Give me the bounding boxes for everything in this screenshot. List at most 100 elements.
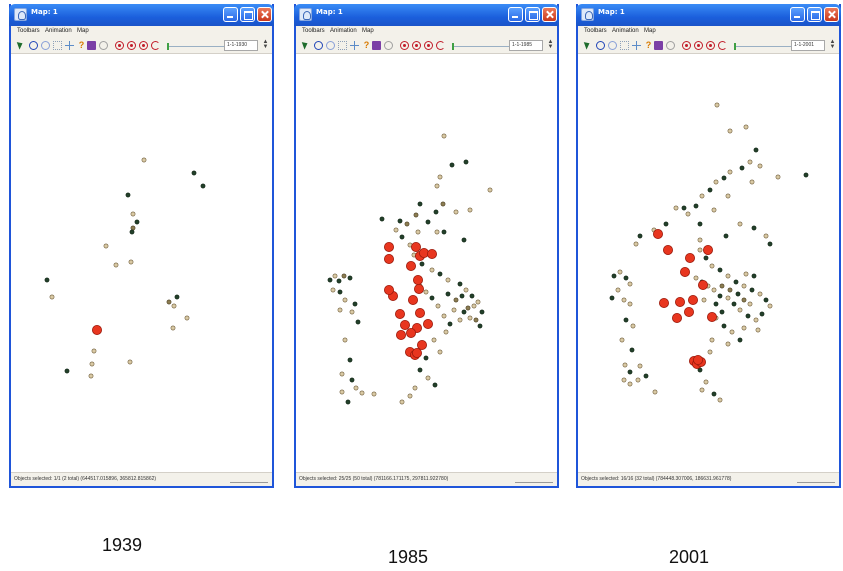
map-point[interactable] <box>343 298 347 302</box>
play-back-icon[interactable] <box>682 41 691 50</box>
map-point[interactable] <box>441 202 445 206</box>
map-point[interactable] <box>468 208 472 212</box>
map-point[interactable] <box>50 295 54 299</box>
map-point[interactable] <box>610 296 614 300</box>
help-icon[interactable]: ? <box>77 41 86 50</box>
map-point[interactable] <box>468 316 472 320</box>
selected-map-point[interactable] <box>395 309 404 318</box>
map-point[interactable] <box>142 158 146 162</box>
map-point[interactable] <box>167 300 171 304</box>
selected-map-point[interactable] <box>406 328 415 337</box>
map-point[interactable] <box>433 383 437 387</box>
date-spinner[interactable]: ▲ ▼ <box>546 40 555 51</box>
selected-map-point[interactable] <box>685 253 694 262</box>
zoom-out-icon[interactable] <box>608 41 617 50</box>
map-point[interactable] <box>464 160 468 164</box>
map-point[interactable] <box>726 296 730 300</box>
map-point[interactable] <box>664 222 668 226</box>
map-point[interactable] <box>360 391 364 395</box>
refresh-icon[interactable] <box>666 41 675 50</box>
map-point[interactable] <box>754 148 758 152</box>
map-point[interactable] <box>674 206 678 210</box>
map-point[interactable] <box>620 338 624 342</box>
map-point[interactable] <box>114 263 118 267</box>
map-point[interactable] <box>712 392 716 396</box>
map-point[interactable] <box>354 386 358 390</box>
selected-map-point[interactable] <box>423 319 432 328</box>
selected-map-point[interactable] <box>396 330 405 339</box>
map-point[interactable] <box>618 270 622 274</box>
map-point[interactable] <box>338 308 342 312</box>
map-point[interactable] <box>722 324 726 328</box>
map-point[interactable] <box>442 314 446 318</box>
map-point[interactable] <box>734 280 738 284</box>
zoom-box-icon[interactable] <box>338 41 347 50</box>
close-button[interactable] <box>824 7 839 22</box>
menu-toolbars[interactable]: Toolbars <box>584 28 607 34</box>
map-point[interactable] <box>452 308 456 312</box>
map-point[interactable] <box>708 350 712 354</box>
map-point[interactable] <box>760 312 764 316</box>
selected-map-point[interactable] <box>698 280 707 289</box>
map-point[interactable] <box>126 193 130 197</box>
map-point[interactable] <box>400 400 404 404</box>
map-point[interactable] <box>631 324 635 328</box>
map-point[interactable] <box>348 358 352 362</box>
layers-icon[interactable] <box>372 41 381 50</box>
map-point[interactable] <box>623 363 627 367</box>
date-spinner[interactable]: ▲ ▼ <box>261 40 270 51</box>
menu-toolbars[interactable]: Toolbars <box>302 28 325 34</box>
map-point[interactable] <box>416 230 420 234</box>
selected-map-point[interactable] <box>703 245 712 254</box>
map-point[interactable] <box>624 318 628 322</box>
map-point[interactable] <box>438 175 442 179</box>
stop-icon[interactable] <box>127 41 136 50</box>
map-point[interactable] <box>472 304 476 308</box>
map-point[interactable] <box>426 376 430 380</box>
map-point[interactable] <box>458 318 462 322</box>
map-point[interactable] <box>612 274 616 278</box>
map-point[interactable] <box>742 298 746 302</box>
title-bar[interactable]: Map: 1 <box>294 4 559 26</box>
menu-map[interactable]: Map <box>362 28 374 34</box>
map-point[interactable] <box>454 298 458 302</box>
map-point[interactable] <box>742 284 746 288</box>
map-point[interactable] <box>424 356 428 360</box>
stop-icon[interactable] <box>412 41 421 50</box>
map-point[interactable] <box>715 103 719 107</box>
map-point[interactable] <box>736 292 740 296</box>
map-point[interactable] <box>478 324 482 328</box>
map-point[interactable] <box>748 160 752 164</box>
map-point[interactable] <box>768 304 772 308</box>
map-point[interactable] <box>346 400 350 404</box>
selected-map-point[interactable] <box>427 249 436 258</box>
selected-map-point[interactable] <box>384 242 393 251</box>
map-point[interactable] <box>418 202 422 206</box>
zoom-box-icon[interactable] <box>53 41 62 50</box>
map-point[interactable] <box>438 272 442 276</box>
selected-map-point[interactable] <box>663 245 672 254</box>
map-point[interactable] <box>432 338 436 342</box>
map-point[interactable] <box>686 212 690 216</box>
map-point[interactable] <box>694 276 698 280</box>
map-point[interactable] <box>414 213 418 217</box>
map-point[interactable] <box>750 180 754 184</box>
map-point[interactable] <box>768 242 772 246</box>
map-point[interactable] <box>128 360 132 364</box>
maximize-button[interactable] <box>240 7 255 22</box>
selected-map-point[interactable] <box>412 348 421 357</box>
map-point[interactable] <box>732 302 736 306</box>
map-point[interactable] <box>758 292 762 296</box>
map-point[interactable] <box>714 180 718 184</box>
map-point[interactable] <box>408 394 412 398</box>
map-point[interactable] <box>450 163 454 167</box>
map-point[interactable] <box>694 204 698 208</box>
map-point[interactable] <box>398 219 402 223</box>
map-point[interactable] <box>804 173 808 177</box>
map-point[interactable] <box>448 322 452 326</box>
map-view[interactable] <box>578 55 839 472</box>
map-point[interactable] <box>744 272 748 276</box>
map-point[interactable] <box>624 276 628 280</box>
map-point[interactable] <box>740 166 744 170</box>
map-point[interactable] <box>192 171 196 175</box>
